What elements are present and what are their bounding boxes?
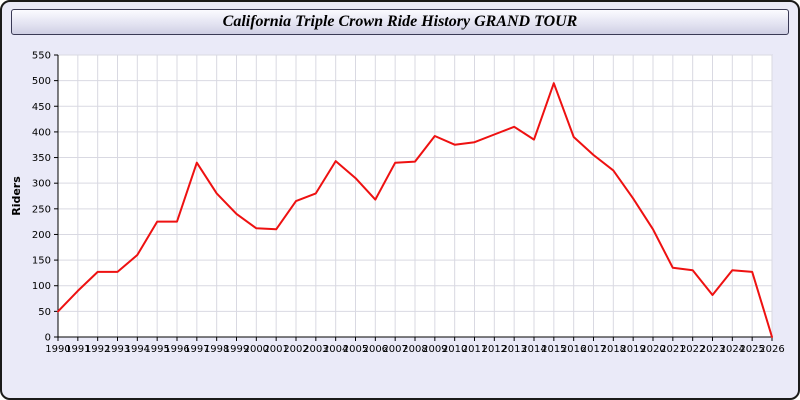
chart-title-bar: California Triple Crown Ride History GRA… (11, 9, 789, 35)
y-axis-label: Riders (10, 176, 23, 216)
x-tick-label: 2002 (283, 344, 308, 355)
x-tick-label: 2006 (363, 344, 388, 355)
x-tick-label: 2017 (581, 344, 606, 355)
x-tick-label: 1998 (204, 344, 229, 355)
x-tick-label: 2013 (501, 344, 526, 355)
x-tick-label: 2016 (561, 344, 586, 355)
riders-series-line (57, 82, 773, 338)
x-tick-label: 1996 (164, 344, 189, 355)
y-tick-label: 450 (32, 102, 51, 113)
y-tick-label: 250 (32, 204, 51, 215)
x-tick-label: 1999 (224, 344, 249, 355)
y-tick-label: 150 (32, 256, 51, 267)
y-tick-label: 350 (32, 153, 51, 164)
x-tick-label: 2001 (263, 344, 288, 355)
x-tick-label: 2012 (482, 344, 507, 355)
y-tick-label: 500 (32, 76, 51, 87)
y-tick-label: 50 (38, 307, 51, 318)
x-tick-label: 2015 (541, 344, 566, 355)
x-tick-label: 2005 (343, 344, 368, 355)
y-tick-label: 100 (32, 281, 51, 292)
x-tick-label: 2021 (660, 344, 685, 355)
x-tick-label: 2022 (680, 344, 705, 355)
x-tick-label: 2024 (720, 344, 745, 355)
x-tick-label: 1991 (65, 344, 90, 355)
y-tick-label: 400 (32, 127, 51, 138)
x-tick-label: 2020 (640, 344, 665, 355)
y-tick-label: 200 (32, 230, 51, 241)
x-tick-label: 2007 (382, 344, 407, 355)
x-tick-label: 1997 (184, 344, 209, 355)
x-tick-label: 1992 (85, 344, 110, 355)
y-tick-label: 0 (45, 333, 51, 344)
chart-title: California Triple Crown Ride History GRA… (222, 13, 578, 30)
x-tick-label: 1993 (105, 344, 130, 355)
x-tick-label: 2009 (422, 344, 447, 355)
y-tick-label: 550 (32, 51, 51, 62)
x-tick-label: 2019 (620, 344, 645, 355)
x-tick-label: 2018 (601, 344, 626, 355)
x-tick-label: 2023 (700, 344, 725, 355)
x-tick-label: 1990 (45, 344, 70, 355)
x-tick-label: 2008 (402, 344, 427, 355)
x-tick-label: 2000 (244, 344, 269, 355)
line-chart-canvas: 0501001502002503003504004505005501990199… (10, 51, 785, 356)
x-tick-label: 2025 (739, 344, 764, 355)
x-tick-label: 2014 (521, 344, 546, 355)
x-tick-label: 2010 (442, 344, 467, 355)
x-tick-label: 2011 (462, 344, 487, 355)
x-tick-label: 1995 (144, 344, 169, 355)
y-tick-label: 300 (32, 179, 51, 190)
x-tick-label: 2026 (759, 344, 784, 355)
chart-area: 0 50 100 150 200 250 300 350 400 450 500 550 1990 199… (8, 39, 792, 395)
x-tick-label: 1994 (125, 344, 150, 355)
x-tick-label: 2004 (323, 344, 348, 355)
x-tick-label: 2003 (303, 344, 328, 355)
